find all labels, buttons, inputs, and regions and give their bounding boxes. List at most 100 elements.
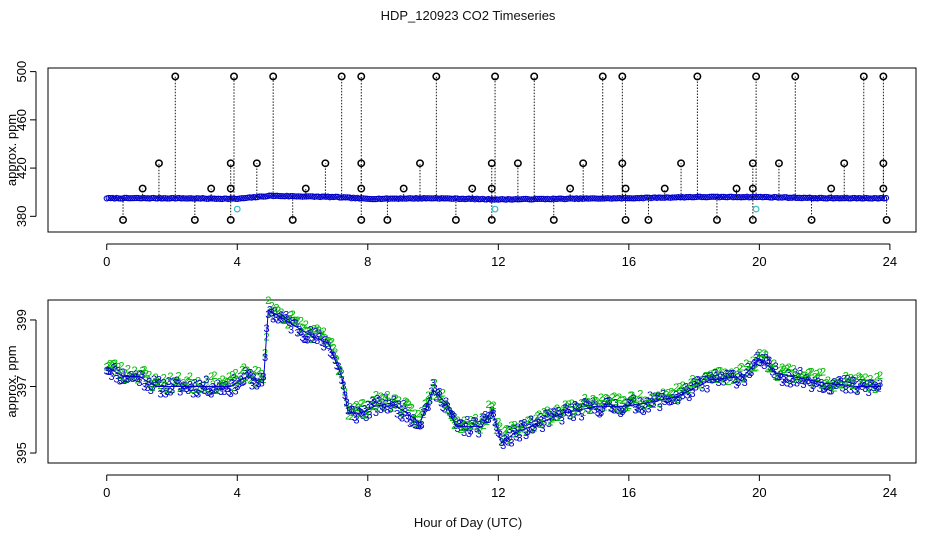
instrument-point: 3: [614, 405, 620, 417]
reference-point: 2: [389, 402, 395, 414]
baseline-point: [183, 195, 191, 202]
instrument-point: 3: [156, 375, 162, 387]
reference-point: 2: [180, 378, 186, 390]
baseline-point: [475, 196, 482, 203]
baseline-point: [589, 195, 596, 202]
reference-point: 2: [725, 376, 731, 388]
spike-point: [748, 184, 757, 193]
spike-point: [677, 159, 686, 168]
instrument-point: 3: [652, 391, 658, 403]
reference-point: 2: [680, 380, 686, 392]
reference-point: 2: [272, 305, 278, 317]
instrument-point: 3: [623, 402, 629, 414]
spike-point: [416, 159, 424, 168]
instrument-point: 3: [133, 369, 139, 381]
instrument-point: 3: [862, 383, 868, 395]
baseline-point: [528, 196, 535, 203]
reference-point: 2: [445, 404, 451, 416]
baseline-point: [295, 193, 302, 200]
spike-point: [513, 159, 522, 168]
instrument-point: 3: [277, 311, 283, 323]
instrument-point: 3: [104, 365, 110, 377]
instrument-point: 3: [611, 404, 617, 416]
instrument-point: 3: [355, 405, 361, 417]
instrument-point: 3: [477, 419, 483, 431]
instrument-point: 3: [709, 374, 715, 386]
instrument-point: 3: [373, 407, 379, 419]
reference-point: 2: [745, 361, 751, 373]
instrument-point: 3: [624, 397, 630, 409]
baseline-point: [671, 194, 678, 201]
instrument-point: 3: [420, 407, 426, 419]
baseline-point: [514, 196, 521, 203]
reference-point: 2: [784, 364, 790, 376]
instrument-point: 3: [605, 396, 611, 408]
baseline-point: [565, 195, 572, 202]
reference-point: 2: [477, 424, 483, 436]
reference-point: 2: [520, 419, 526, 431]
lower-y-tick-label: 399: [14, 309, 29, 331]
reference-point: 2: [525, 415, 531, 427]
reference-point: 2: [466, 422, 472, 434]
instrument-point: 3: [753, 352, 759, 364]
baseline-point: [125, 195, 132, 202]
instrument-point: 3: [583, 397, 589, 409]
instrument-point: 3: [733, 380, 739, 392]
reference-point: 2: [468, 414, 474, 426]
instrument-point: 3: [792, 367, 798, 379]
baseline-point: [362, 195, 369, 202]
reference-point: 2: [123, 374, 129, 386]
baseline-point: [739, 194, 747, 201]
instrument-point: 3: [823, 382, 829, 394]
reference-point: 2: [282, 315, 288, 327]
reference-point: 2: [707, 369, 713, 381]
instrument-point: 3: [241, 376, 247, 388]
spike-point: [752, 72, 761, 81]
reference-point: 2: [737, 363, 743, 375]
baseline-point: [279, 193, 287, 200]
instrument-point: 3: [640, 406, 646, 418]
reference-point: 2: [627, 390, 633, 402]
reference-point: 2: [456, 419, 462, 431]
reference-point: 2: [575, 403, 581, 415]
baseline-point: [399, 195, 406, 202]
instrument-point: 3: [379, 401, 385, 413]
reference-point: 2: [791, 364, 797, 376]
instrument-point: 3: [324, 338, 330, 350]
baseline-point: [301, 193, 308, 200]
instrument-point: 3: [404, 414, 410, 426]
reference-point: 2: [616, 392, 622, 404]
reference-point: 2: [812, 372, 818, 384]
instrument-point: 3: [171, 376, 177, 388]
instrument-point: 3: [468, 426, 474, 438]
baseline-point: [557, 195, 565, 202]
instrument-point: 3: [313, 327, 319, 339]
reference-point: 2: [438, 394, 444, 406]
instrument-point: 3: [223, 380, 229, 392]
instrument-point: 3: [308, 324, 314, 336]
baseline-point: [365, 195, 373, 203]
reference-point: 2: [291, 315, 297, 327]
reference-point: 2: [138, 369, 144, 381]
reference-point: 2: [826, 380, 832, 392]
instrument-point: 3: [251, 372, 257, 384]
instrument-point: 3: [600, 403, 606, 415]
reference-point: 2: [582, 392, 588, 404]
reference-point: 2: [458, 424, 464, 436]
instrument-point: 3: [676, 392, 682, 404]
instrument-point: 3: [407, 418, 413, 430]
instrument-point: 3: [471, 416, 477, 428]
reference-point: 2: [805, 368, 811, 380]
baseline-point: [555, 195, 563, 202]
instrument-point: 3: [357, 406, 363, 418]
baseline-point: [424, 195, 431, 202]
instrument-point: 3: [428, 386, 434, 398]
reference-point: 2: [401, 403, 407, 415]
instrument-point: 3: [435, 388, 441, 400]
reference-point: 2: [756, 347, 762, 359]
baseline-point: [401, 195, 408, 202]
reference-point: 2: [127, 371, 133, 383]
reference-point: 2: [507, 435, 513, 447]
reference-point: 2: [619, 395, 625, 407]
instrument-point: 3: [128, 369, 134, 381]
